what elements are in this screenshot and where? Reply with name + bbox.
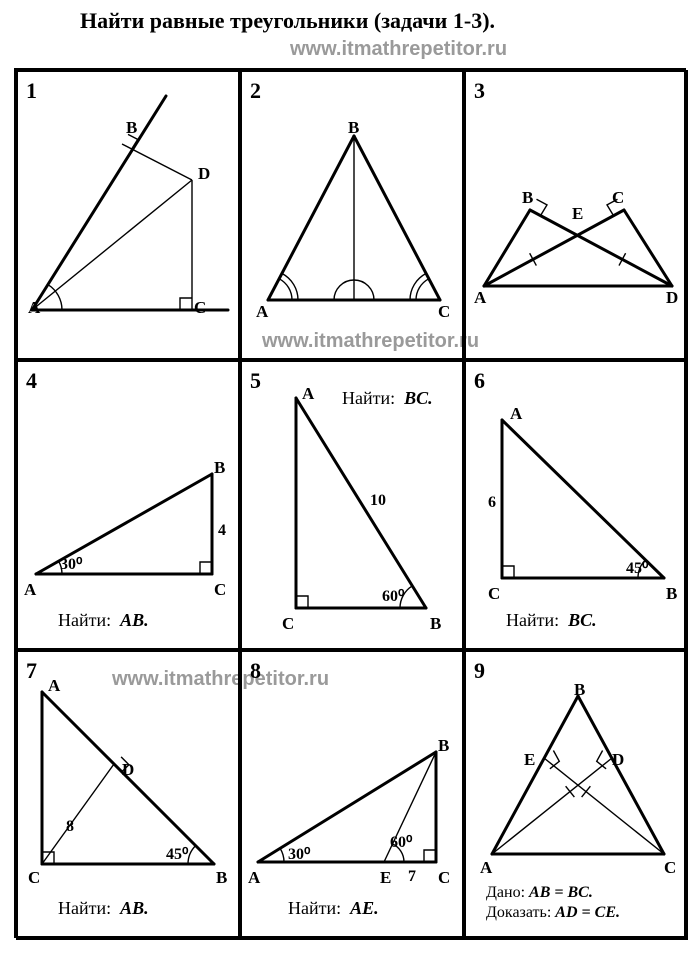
vertex-label: 45⁰ — [166, 844, 188, 864]
vertex-label: B — [430, 614, 441, 634]
vertex-label: E — [380, 868, 391, 888]
vertex-label: B — [214, 458, 225, 478]
problem-cell-2: 2ABC — [240, 70, 464, 360]
problem-cell-4: 4ABC30⁰4Найти: AB. — [16, 360, 240, 650]
vertex-label: 30⁰ — [288, 844, 310, 864]
caption: Найти: AE. — [288, 898, 379, 919]
vertex-label: 4 — [218, 522, 226, 540]
vertex-label: D — [666, 288, 678, 308]
vertex-label: C — [488, 584, 500, 604]
vertex-label: 30⁰ — [60, 554, 82, 574]
vertex-label: A — [474, 288, 486, 308]
problem-cell-5: 5ABC1060⁰Найти: BC. — [240, 360, 464, 650]
figure — [242, 72, 466, 362]
vertex-label: A — [48, 676, 60, 696]
vertex-label: C — [194, 298, 206, 318]
vertex-label: 60⁰ — [390, 832, 412, 852]
watermark-1: www.itmathrepetitor.ru — [290, 38, 507, 61]
vertex-label: C — [612, 188, 624, 208]
caption: Найти: AB. — [58, 898, 149, 919]
problem-cell-9: 9ABCDEДано: AB = BC.Доказать: AD = CE. — [464, 650, 688, 940]
vertex-label: C — [438, 302, 450, 322]
vertex-label: B — [348, 118, 359, 138]
problem-cell-3: 3ABCDE — [464, 70, 688, 360]
vertex-label: 6 — [488, 494, 496, 512]
figure — [18, 72, 242, 362]
vertex-label: B — [438, 736, 449, 756]
vertex-label: E — [524, 750, 535, 770]
caption: Дано: AB = BC. — [486, 884, 593, 902]
caption: Найти: BC. — [342, 388, 433, 409]
vertex-label: D — [612, 750, 624, 770]
vertex-label: 45⁰ — [626, 558, 648, 578]
vertex-label: 60⁰ — [382, 586, 404, 606]
figure — [466, 362, 690, 652]
vertex-label: C — [28, 868, 40, 888]
vertex-label: E — [572, 204, 583, 224]
problem-grid: 1ABCD2ABC3ABCDE4ABC30⁰4Найти: AB.5ABC106… — [14, 68, 686, 938]
vertex-label: A — [480, 858, 492, 878]
vertex-label: A — [248, 868, 260, 888]
vertex-label: 8 — [66, 818, 74, 836]
caption: Найти: BC. — [506, 610, 597, 631]
vertex-label: B — [522, 188, 533, 208]
caption: Доказать: AD = CE. — [486, 904, 620, 922]
vertex-label: D — [122, 760, 134, 780]
vertex-label: C — [214, 580, 226, 600]
vertex-label: A — [302, 384, 314, 404]
vertex-label: C — [282, 614, 294, 634]
problem-cell-7: 7ABCD845⁰Найти: AB. — [16, 650, 240, 940]
vertex-label: 7 — [408, 868, 416, 886]
vertex-label: B — [574, 680, 585, 700]
figure — [18, 362, 242, 652]
caption: Найти: AB. — [58, 610, 149, 631]
vertex-label: B — [126, 118, 137, 138]
vertex-label: 10 — [370, 492, 386, 510]
page-title: Найти равные треугольники (задачи 1-3). — [80, 8, 495, 34]
page: Найти равные треугольники (задачи 1-3). … — [0, 0, 700, 961]
vertex-label: B — [666, 584, 677, 604]
problem-cell-1: 1ABCD — [16, 70, 240, 360]
vertex-label: C — [664, 858, 676, 878]
vertex-label: A — [24, 580, 36, 600]
vertex-label: D — [198, 164, 210, 184]
vertex-label: A — [256, 302, 268, 322]
vertex-label: B — [216, 868, 227, 888]
vertex-label: A — [510, 404, 522, 424]
problem-cell-6: 6ABC645⁰Найти: BC. — [464, 360, 688, 650]
problem-cell-8: 8ABCE30⁰60⁰7Найти: AE. — [240, 650, 464, 940]
vertex-label: A — [28, 298, 40, 318]
vertex-label: C — [438, 868, 450, 888]
